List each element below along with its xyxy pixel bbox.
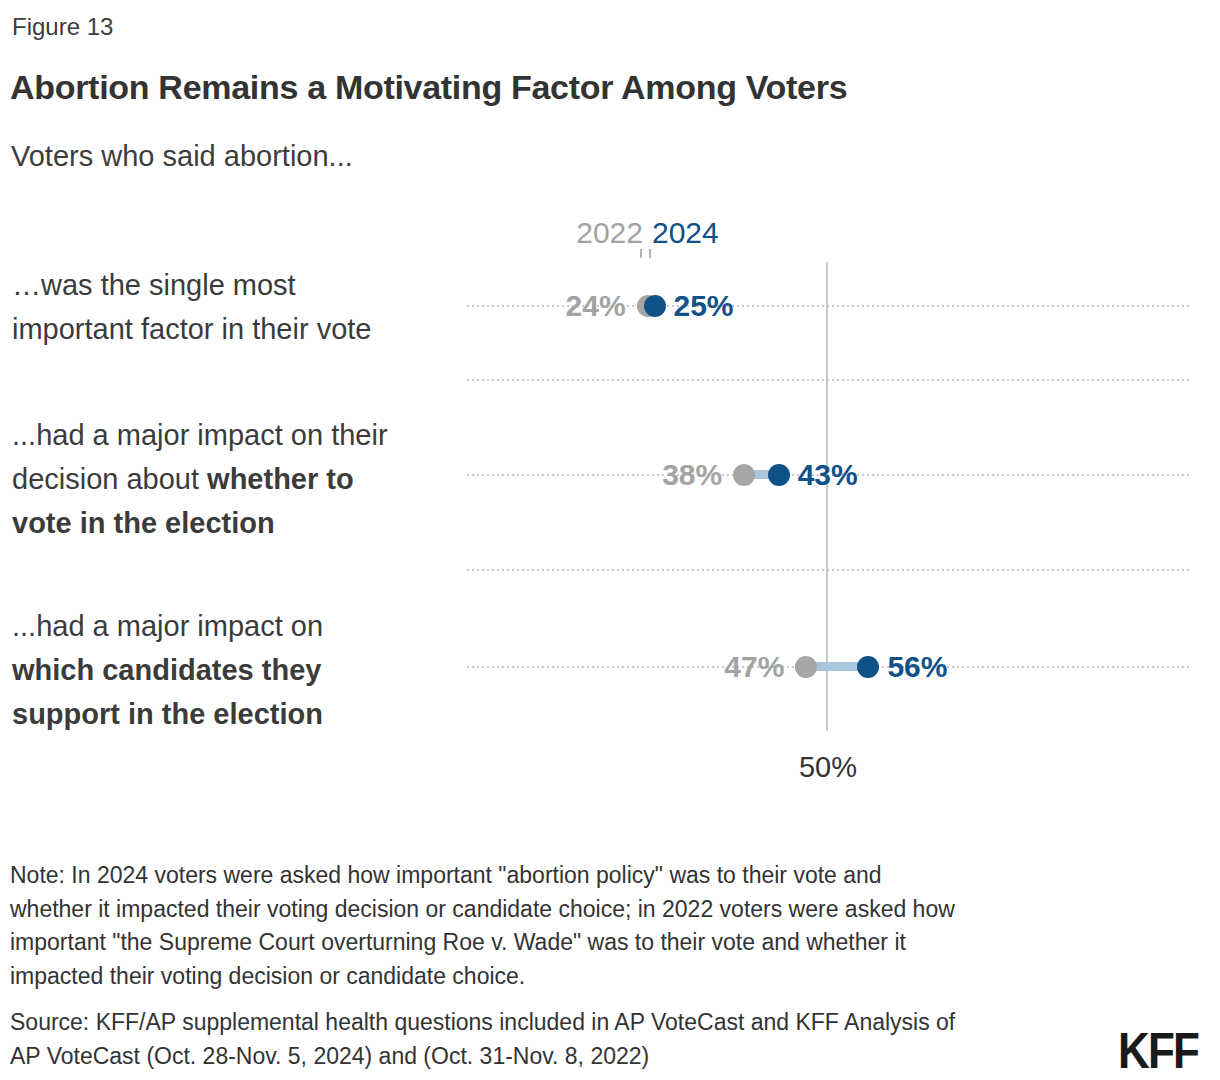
category-label: …was the single mostimportant factor in … [12, 263, 474, 351]
gridline [467, 379, 1190, 381]
dot-2024[interactable] [857, 656, 879, 678]
dot-2024[interactable] [644, 295, 666, 317]
value-label-2022: 38% [662, 458, 722, 492]
figure-container: Figure 13 Abortion Remains a Motivating … [0, 0, 1220, 1080]
gridline [467, 569, 1190, 571]
note-text: Note: In 2024 voters were asked how impo… [10, 859, 955, 993]
value-label-2024: 43% [798, 458, 858, 492]
axis-tick-label: 50% [768, 751, 888, 784]
chart-subtitle: Voters who said abortion... [11, 140, 353, 173]
legend-leader-tick [640, 249, 642, 258]
dot-2022[interactable] [733, 464, 755, 486]
category-label: ...had a major impact onwhich candidates… [12, 604, 474, 736]
legend-leader-tick [649, 249, 651, 258]
dot-2022[interactable] [795, 656, 817, 678]
value-label-2022: 24% [566, 289, 626, 323]
legend-item-2024[interactable]: 2024 [652, 216, 719, 250]
category-label: ...had a major impact on theirdecision a… [12, 413, 474, 545]
value-label-2024: 25% [674, 289, 734, 323]
value-label-2022: 47% [724, 650, 784, 684]
dot-2024[interactable] [768, 464, 790, 486]
axis-line-50pct [826, 262, 828, 731]
kff-logo: KFF [1118, 1022, 1198, 1080]
legend-item-2022[interactable]: 2022 [553, 216, 643, 250]
source-text: Source: KFF/AP supplemental health quest… [10, 1005, 955, 1073]
figure-number: Figure 13 [12, 13, 113, 41]
value-label-2024: 56% [887, 650, 947, 684]
chart-title: Abortion Remains a Motivating Factor Amo… [10, 68, 847, 107]
